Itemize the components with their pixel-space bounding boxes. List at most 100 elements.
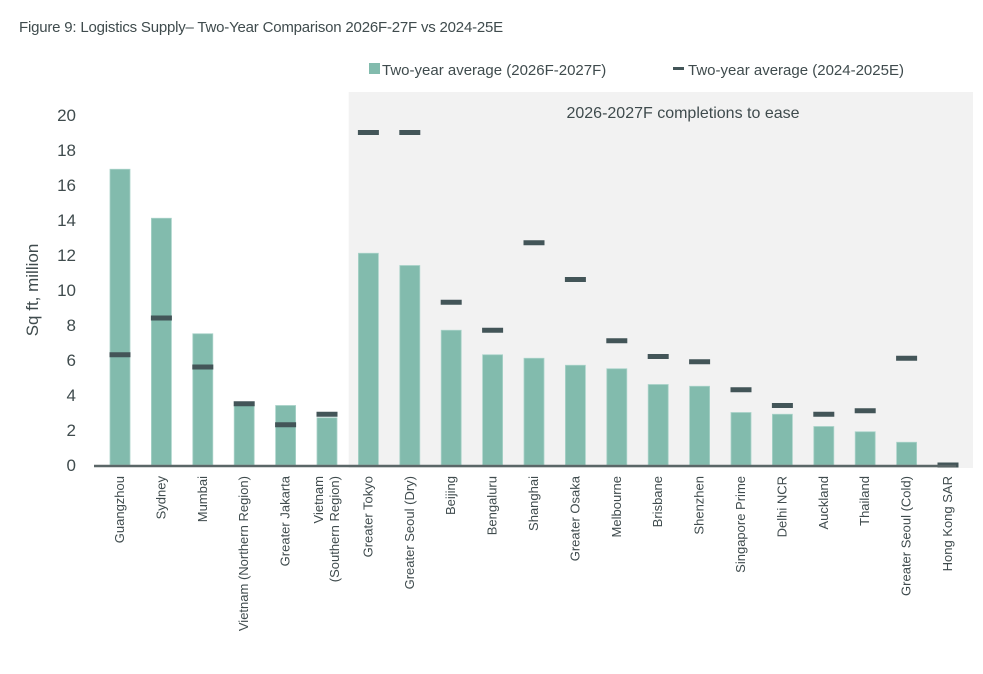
legend-marker-swatch bbox=[673, 67, 684, 70]
y-tick-label: 20 bbox=[57, 106, 76, 125]
x-tick-label-line: Singapore Prime bbox=[733, 476, 748, 573]
legend-bar-swatch bbox=[369, 63, 380, 74]
x-tick-label: Thailand bbox=[857, 476, 872, 526]
marker bbox=[647, 354, 669, 359]
y-tick-label: 0 bbox=[67, 456, 76, 475]
y-tick-label: 6 bbox=[67, 351, 76, 370]
x-tick-label: Greater Seoul (Dry) bbox=[402, 476, 417, 589]
x-tick-label-line: Shanghai bbox=[526, 476, 541, 531]
x-tick-label-line: Guangzhou bbox=[112, 476, 127, 543]
x-tick-label: Mumbai bbox=[195, 476, 210, 522]
x-tick-label-line: Delhi NCR bbox=[774, 476, 789, 537]
y-tick-label: 2 bbox=[67, 421, 76, 440]
x-tick-label: Singapore Prime bbox=[733, 476, 748, 573]
x-tick-label-line: Hong Kong SAR bbox=[940, 476, 955, 571]
y-tick-label: 12 bbox=[57, 246, 76, 265]
x-tick-label: Guangzhou bbox=[112, 476, 127, 543]
x-tick-label: Hong Kong SAR bbox=[940, 476, 955, 571]
marker bbox=[854, 408, 876, 414]
x-tick-label-line: Vietnam (Northern Region) bbox=[236, 476, 251, 631]
bar bbox=[689, 385, 710, 466]
x-tick-label: Greater Tokyo bbox=[360, 476, 375, 557]
x-tick-label: Vietnam(Southern Region) bbox=[311, 476, 342, 582]
bar bbox=[813, 426, 835, 466]
marker bbox=[523, 240, 545, 246]
marker bbox=[896, 355, 918, 361]
legend: Two-year average (2026F-2027F) Two-year … bbox=[369, 62, 904, 79]
marker bbox=[316, 411, 338, 417]
x-tick-label-line: Beijing bbox=[443, 476, 458, 515]
y-tick-label: 8 bbox=[67, 316, 76, 335]
marker bbox=[564, 277, 586, 282]
y-tick-label: 14 bbox=[57, 211, 76, 230]
x-axis-category-labels: Guangzhou Sydney Mumbai Vietnam (Northern R… bbox=[112, 475, 955, 631]
x-tick-label: Delhi NCR bbox=[774, 476, 789, 537]
bar bbox=[192, 333, 214, 466]
x-tick-label: Greater Seoul (Cold) bbox=[899, 476, 914, 596]
bar bbox=[730, 412, 752, 466]
marker bbox=[730, 387, 752, 393]
y-tick-label: 4 bbox=[67, 386, 76, 405]
x-tick-label-line: Greater Seoul (Cold) bbox=[899, 476, 914, 596]
legend-label-marker: Two-year average (2024-2025E) bbox=[688, 62, 904, 79]
bar bbox=[275, 405, 297, 466]
x-tick-label-line: Melbourne bbox=[609, 476, 624, 537]
x-tick-label: Beijing bbox=[443, 476, 458, 515]
marker bbox=[150, 315, 172, 321]
bar bbox=[482, 354, 504, 466]
shaded-region-annotation: 2026-2027F completions to ease bbox=[566, 105, 799, 122]
x-tick-label-line: Thailand bbox=[857, 476, 872, 526]
marker bbox=[440, 299, 462, 305]
x-tick-label: Bengaluru bbox=[485, 476, 500, 535]
bar bbox=[399, 265, 421, 466]
x-tick-label-line: Bengaluru bbox=[485, 476, 500, 535]
bar bbox=[606, 368, 628, 466]
bar bbox=[109, 168, 131, 466]
bar bbox=[896, 441, 917, 466]
marker bbox=[357, 130, 379, 135]
x-tick-label: Greater Osaka bbox=[567, 475, 582, 561]
bar bbox=[150, 217, 172, 466]
x-tick-label: Auckland bbox=[816, 476, 831, 529]
x-tick-label-line: (Southern Region) bbox=[327, 476, 342, 582]
y-tick-label: 16 bbox=[57, 176, 76, 195]
marker bbox=[813, 411, 835, 417]
x-tick-label-line: Auckland bbox=[816, 476, 831, 529]
marker bbox=[482, 327, 504, 333]
bar bbox=[854, 431, 876, 466]
bar bbox=[772, 413, 793, 466]
bar bbox=[316, 417, 338, 466]
x-tick-label-line: Brisbane bbox=[650, 476, 665, 527]
markers bbox=[109, 130, 959, 468]
marker bbox=[192, 364, 214, 370]
marker bbox=[771, 403, 793, 408]
x-tick-label-line: Greater Tokyo bbox=[360, 476, 375, 557]
x-tick-label: Brisbane bbox=[650, 476, 665, 527]
x-tick-label-line: Shenzhen bbox=[692, 476, 707, 535]
y-tick-label: 18 bbox=[57, 141, 76, 160]
y-axis-ticks: 0 2 4 6 8 10 12 14 16 18 20 bbox=[57, 106, 76, 475]
bar bbox=[233, 405, 255, 466]
bar bbox=[565, 364, 586, 466]
bar bbox=[440, 329, 462, 466]
bar bbox=[647, 384, 669, 466]
marker bbox=[399, 130, 421, 135]
x-tick-label-line: Vietnam bbox=[311, 476, 326, 523]
x-tick-label: Sydney bbox=[153, 476, 168, 520]
y-axis-label: Sq ft, million bbox=[23, 244, 42, 337]
x-tick-label-line: Greater Osaka bbox=[567, 475, 582, 561]
marker bbox=[233, 401, 255, 407]
chart-title: Figure 9: Logistics Supply– Two-Year Com… bbox=[19, 19, 503, 36]
marker bbox=[275, 422, 297, 428]
x-tick-label: Shenzhen bbox=[692, 476, 707, 535]
x-tick-label-line: Mumbai bbox=[195, 476, 210, 522]
marker bbox=[606, 338, 628, 344]
y-tick-label: 10 bbox=[57, 281, 76, 300]
bar bbox=[357, 252, 379, 466]
x-tick-label: Vietnam (Northern Region) bbox=[236, 476, 251, 631]
x-tick-label: Shanghai bbox=[526, 476, 541, 531]
bar bbox=[523, 357, 545, 466]
x-tick-label: Melbourne bbox=[609, 476, 624, 537]
legend-label-bar: Two-year average (2026F-2027F) bbox=[382, 62, 606, 79]
